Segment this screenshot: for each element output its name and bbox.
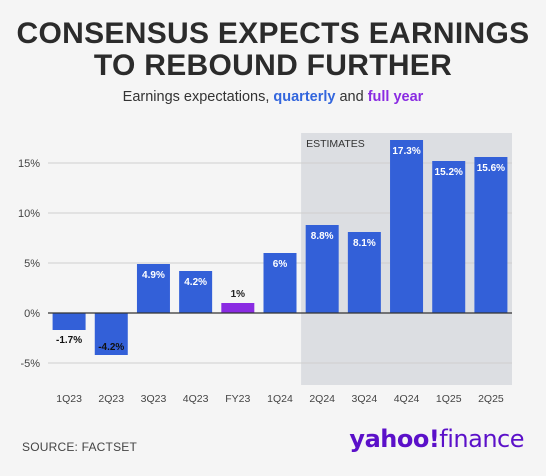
data-label: 15.6% (477, 163, 505, 174)
estimates-label: ESTIMATES (306, 138, 365, 150)
x-tick-label: 3Q24 (352, 393, 378, 405)
bar-3q24 (347, 232, 381, 313)
chart-title: CONSENSUS EXPECTS EARNINGS TO REBOUND FU… (0, 18, 546, 82)
data-label: 8.1% (353, 238, 376, 249)
x-tick-label: 2Q24 (309, 393, 335, 405)
chart-subtitle: Earnings expectations, quarterly and ful… (0, 89, 546, 105)
bar-chart: ESTIMATES -5% 0% 5% 10% 15% -1.7% 1Q23 -4.2% 2Q23… (18, 133, 512, 405)
y-tick-label: 10% (18, 208, 40, 220)
data-label: -4.2% (98, 342, 124, 353)
data-label: 8.8% (311, 231, 334, 242)
x-tick-label: 4Q23 (183, 393, 209, 405)
title-line-1: CONSENSUS EXPECTS EARNINGS (16, 17, 530, 50)
x-tick-label: 3Q23 (141, 393, 167, 405)
data-label: 6% (273, 259, 288, 270)
y-tick-label: -5% (20, 358, 40, 370)
bar-2q25 (474, 157, 508, 313)
subtitle-full-year: full year (367, 89, 424, 105)
bar-4q23 (179, 271, 213, 313)
bar-2q24 (305, 225, 339, 313)
bar-1q25 (432, 161, 466, 313)
x-tick-label: 2Q25 (478, 393, 504, 405)
bar-3q23 (136, 264, 170, 313)
subtitle-quarterly: quarterly (273, 89, 336, 105)
y-tick-label: 5% (24, 258, 40, 270)
data-label: 1% (231, 289, 246, 300)
data-label: 4.9% (142, 270, 165, 281)
yahoo-finance-logo: yahoo!finance (349, 425, 524, 453)
bar-4q24 (390, 140, 424, 313)
bar-fy23 (221, 303, 255, 313)
x-tick-label: 4Q24 (394, 393, 420, 405)
bar-1q24 (263, 253, 297, 313)
data-label: 4.2% (184, 277, 207, 288)
x-tick-label: 1Q24 (267, 393, 293, 405)
x-tick-label: 1Q25 (436, 393, 462, 405)
source-note: SOURCE: FACTSET (22, 440, 138, 454)
subtitle-prefix: Earnings expectations, (122, 89, 274, 105)
title-line-2: TO REBOUND FURTHER (93, 49, 453, 82)
x-tick-label: 2Q23 (98, 393, 124, 405)
subtitle-and: and (335, 89, 368, 105)
data-label: 15.2% (435, 167, 463, 178)
bar-2q23 (94, 313, 128, 355)
data-label: -1.7% (56, 335, 82, 346)
x-tick-label: 1Q23 (56, 393, 82, 405)
y-tick-label: 15% (18, 158, 40, 170)
bar-1q23 (52, 313, 86, 330)
y-tick-label: 0% (24, 308, 40, 320)
data-label: 17.3% (392, 146, 420, 157)
x-tick-label: FY23 (225, 393, 250, 405)
